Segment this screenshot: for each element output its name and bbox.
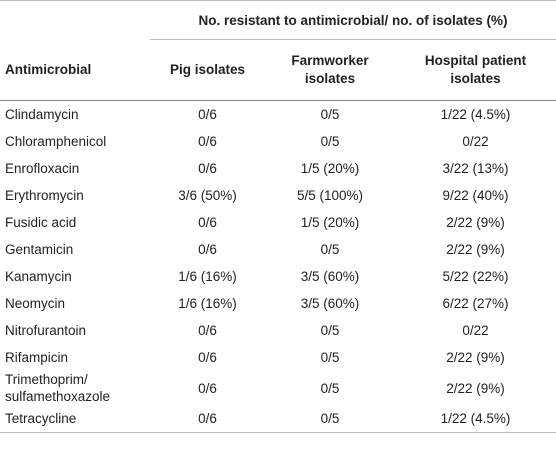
column-header: Farmworker isolates	[265, 39, 395, 101]
antimicrobial-name: Kanamycin	[5, 269, 72, 284]
resistance-value: 0/5	[265, 405, 395, 433]
table-row: Clindamycin 0/6 0/5 1/22 (4.5%)	[0, 101, 556, 129]
table-row: Tetracycline 0/6 0/5 1/22 (4.5%)	[0, 405, 556, 433]
resistance-value: 0/5	[320, 134, 340, 149]
resistance-value: 0/5	[320, 323, 340, 338]
antimicrobial-name: Fusidic acid	[5, 215, 77, 230]
resistance-value: 0/5	[320, 350, 340, 365]
resistance-value: 0/6	[198, 242, 217, 257]
column-header: Antimicrobial	[0, 39, 150, 101]
antimicrobial-name: Enrofloxacin	[5, 161, 80, 176]
column-header: Pig isolates	[150, 39, 265, 101]
table-body: Clindamycin 0/6 0/5 1/22 (4.5%) Chlorampheni…	[0, 101, 556, 433]
antimicrobial-name: Gentamicin	[5, 242, 74, 257]
antimicrobial-name: Trimethoprim/ sulfamethoxazole	[5, 372, 111, 404]
resistance-value: 2/22 (9%)	[446, 215, 505, 230]
resistance-value: 0/6	[198, 161, 217, 176]
table-row: Trimethoprim/ sulfamethoxazole 0/6 0/5 2/22…	[0, 371, 556, 405]
antimicrobial-name: Chloramphenicol	[5, 134, 107, 149]
resistance-value: 5/22 (22%)	[442, 269, 509, 284]
resistance-value: 0/6	[150, 405, 265, 433]
group-header: No. resistant to antimicrobial/ no. of i…	[150, 0, 556, 40]
table-row: Erythromycin 3/6 (50%) 5/5 (100%) 9/22 (40%…	[0, 182, 556, 209]
table-row: Nitrofurantoin 0/6 0/5 0/22	[0, 317, 556, 344]
antimicrobial-name: Nitrofurantoin	[5, 323, 87, 338]
table-row: Enrofloxacin 0/6 1/5 (20%) 3/22 (13%)	[0, 155, 556, 182]
antimicrobial-name: Tetracycline	[0, 405, 150, 433]
resistance-value: 3/5 (60%)	[300, 296, 360, 311]
resistance-value: 0/5	[320, 242, 340, 257]
resistance-value: 2/22 (9%)	[446, 242, 505, 257]
resistance-value: 0/5	[320, 380, 340, 396]
table-row: Chloramphenicol 0/6 0/5 0/22	[0, 128, 556, 155]
resistance-value: 2/22 (9%)	[446, 350, 505, 365]
resistance-value: 0/6	[198, 380, 217, 396]
antimicrobial-name: Clindamycin	[5, 107, 79, 122]
resistance-value: 1/5 (20%)	[300, 161, 360, 176]
resistance-value: 0/22	[462, 134, 489, 149]
resistance-value: 0/22	[462, 323, 489, 338]
resistance-value: 0/6	[198, 350, 217, 365]
column-header-row: Antimicrobial Pig isolates Farmworker is…	[0, 39, 556, 101]
table-row: Rifampicin 0/6 0/5 2/22 (9%)	[0, 344, 556, 371]
antimicrobial-name: Erythromycin	[5, 188, 84, 203]
resistance-table: No. resistant to antimicrobial/ no. of i…	[0, 0, 556, 433]
resistance-value: 3/22 (13%)	[442, 161, 509, 176]
table-row: Kanamycin 1/6 (16%) 3/5 (60%) 5/22 (22%)	[0, 263, 556, 290]
resistance-value: 1/5 (20%)	[300, 215, 360, 230]
resistance-value: 1/22 (4.5%)	[395, 405, 556, 433]
resistance-value: 9/22 (40%)	[442, 188, 509, 203]
resistance-value: 1/6 (16%)	[178, 296, 237, 311]
empty-cell	[0, 1, 150, 40]
table-row: Gentamicin 0/6 0/5 2/22 (9%)	[0, 236, 556, 263]
antimicrobial-name: Rifampicin	[5, 350, 69, 365]
resistance-value: 2/22 (9%)	[446, 380, 505, 396]
resistance-value: 1/22 (4.5%)	[440, 107, 511, 122]
resistance-value: 3/6 (50%)	[178, 188, 237, 203]
resistance-value: 1/6 (16%)	[178, 269, 237, 284]
resistance-value: 6/22 (27%)	[442, 296, 509, 311]
resistance-value: 3/5 (60%)	[300, 269, 360, 284]
resistance-value: 0/6	[198, 134, 217, 149]
table-row: Neomycin 1/6 (16%) 3/5 (60%) 6/22 (27%)	[0, 290, 556, 317]
table-row: Fusidic acid 0/6 1/5 (20%) 2/22 (9%)	[0, 209, 556, 236]
resistance-value: 5/5 (100%)	[296, 188, 364, 203]
resistance-value: 0/5	[320, 107, 340, 122]
resistance-value: 0/6	[198, 323, 217, 338]
table-head: No. resistant to antimicrobial/ no. of i…	[0, 0, 556, 101]
resistance-value: 0/6	[198, 215, 217, 230]
resistance-value: 0/6	[198, 107, 217, 122]
antimicrobial-name: Neomycin	[5, 296, 66, 311]
group-header-row: No. resistant to antimicrobial/ no. of i…	[0, 0, 556, 40]
column-header: Hospital patient isolates	[395, 39, 556, 101]
